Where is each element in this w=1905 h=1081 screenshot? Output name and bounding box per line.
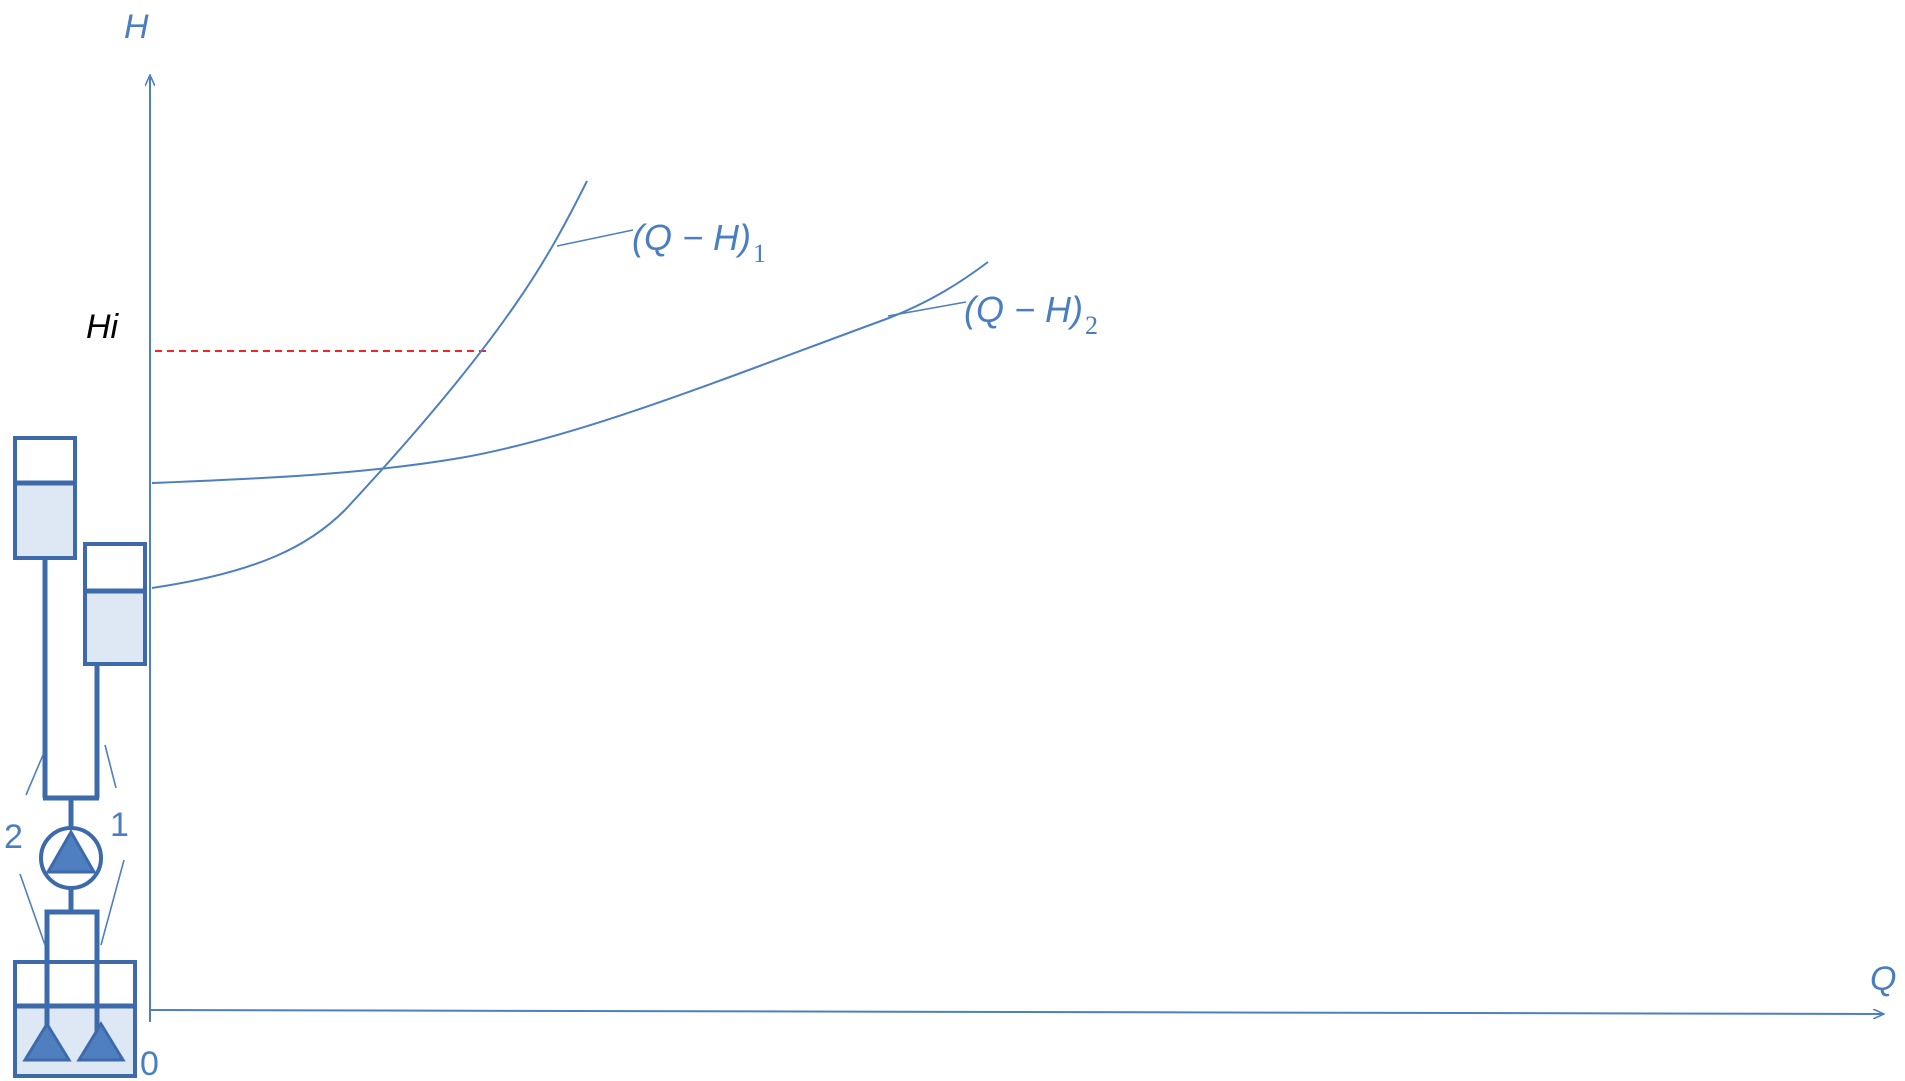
label-1-leader-upper (104, 744, 117, 789)
pipe-label-1: 1 (110, 806, 129, 844)
pump-icon (39, 826, 103, 890)
curve-1-label: (Q − H)1 (632, 217, 766, 268)
x-axis-label: Q (1870, 960, 1896, 998)
curve-qh-2 (151, 261, 989, 484)
foot-valve-2-icon (22, 1021, 72, 1062)
curve-1-label-text: (Q − H) (632, 217, 751, 258)
label-1-leader-lower (100, 859, 125, 946)
curve-qh-1 (151, 180, 588, 589)
label-2-leader-upper (25, 754, 44, 796)
hi-label: Hi (86, 308, 120, 346)
pump-system-schematic: 2 1 (4, 436, 147, 1078)
curve-1-leader (556, 229, 634, 247)
curve-2-subscript: 2 (1085, 311, 1098, 340)
upper-tank-1 (83, 542, 147, 666)
y-axis-label: H (124, 8, 149, 46)
origin-label: 0 (140, 1045, 159, 1081)
curve-2-label: (Q − H)2 (964, 289, 1098, 340)
foot-valve-1-icon (76, 1021, 126, 1062)
curve-1-subscript: 1 (753, 239, 766, 268)
pipe-label-2: 2 (4, 818, 23, 856)
upper-tank-2 (13, 436, 77, 560)
curve-2-leader (887, 301, 967, 317)
label-2-leader-lower (19, 873, 46, 946)
x-axis (149, 1010, 1883, 1014)
curve-2-label-text: (Q − H) (964, 289, 1083, 330)
